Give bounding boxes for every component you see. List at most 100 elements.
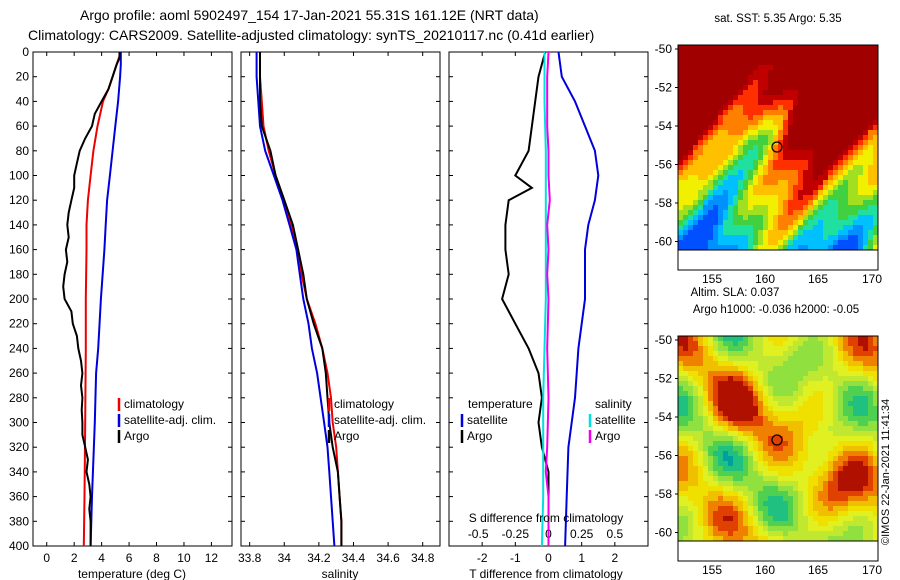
map-cell — [688, 210, 693, 215]
map-cell — [698, 100, 703, 105]
map-cell — [703, 85, 708, 90]
map-cell — [743, 220, 748, 225]
map-cell — [813, 115, 818, 120]
map-cell — [793, 170, 798, 175]
map-cell — [793, 491, 798, 496]
map-cell — [743, 85, 748, 90]
map-cell — [873, 60, 878, 65]
map-cell — [698, 125, 703, 130]
y-tick-label: 20 — [16, 70, 30, 84]
map-cell — [753, 185, 758, 190]
map-cell — [873, 190, 878, 195]
map-cell — [693, 466, 698, 471]
map-cell — [753, 55, 758, 60]
map-cell — [758, 50, 763, 55]
x-tick-label: -1 — [510, 551, 521, 565]
map-cell — [728, 165, 733, 170]
map-cell — [858, 85, 863, 90]
map-cell — [683, 516, 688, 521]
map-cell — [843, 135, 848, 140]
map-cell — [718, 135, 723, 140]
map-cell — [803, 130, 808, 135]
map-cell — [728, 85, 733, 90]
map-cell — [788, 165, 793, 170]
map-cell — [683, 165, 688, 170]
map-cell — [748, 145, 753, 150]
map-cell — [698, 396, 703, 401]
map-cell — [713, 65, 718, 70]
map-cell — [703, 165, 708, 170]
map-cell — [808, 506, 813, 511]
map-cell — [778, 140, 783, 145]
map-cell — [838, 536, 843, 541]
map-cell — [778, 371, 783, 376]
map-cell — [803, 376, 808, 381]
map-cell — [768, 416, 773, 421]
map-cell — [768, 60, 773, 65]
map-cell — [758, 441, 763, 446]
map-cell — [693, 346, 698, 351]
map-cell — [748, 245, 753, 250]
map-cell — [773, 406, 778, 411]
map-cell — [868, 110, 873, 115]
map-cell — [803, 65, 808, 70]
map-cell — [763, 195, 768, 200]
map-cell — [873, 406, 878, 411]
map-cell — [823, 95, 828, 100]
map-cell — [698, 190, 703, 195]
map-cell — [873, 45, 878, 50]
map-cell — [803, 346, 808, 351]
map-cell — [863, 386, 868, 391]
map-cell — [678, 451, 683, 456]
map-cell — [848, 185, 853, 190]
map-cell — [848, 536, 853, 541]
map-cell — [863, 190, 868, 195]
map-cell — [693, 185, 698, 190]
map-cell — [723, 356, 728, 361]
map-cell — [678, 416, 683, 421]
map-cell — [713, 90, 718, 95]
map-cell — [743, 396, 748, 401]
map-cell — [808, 100, 813, 105]
map-cell — [708, 110, 713, 115]
map-cell — [833, 155, 838, 160]
map-cell — [748, 526, 753, 531]
map-cell — [808, 45, 813, 50]
map-cell — [763, 70, 768, 75]
map-cell — [733, 356, 738, 361]
map-cell — [733, 501, 738, 506]
map-cell — [743, 416, 748, 421]
map-cell — [703, 55, 708, 60]
map-cell — [823, 486, 828, 491]
map-cell — [683, 441, 688, 446]
map-cell — [793, 506, 798, 511]
map-cell — [783, 426, 788, 431]
map-cell — [823, 160, 828, 165]
map-cell — [818, 90, 823, 95]
map-cell — [838, 381, 843, 386]
map-cell — [818, 431, 823, 436]
map-cell — [838, 95, 843, 100]
map-cell — [788, 491, 793, 496]
map-cell — [738, 511, 743, 516]
map-cell — [728, 451, 733, 456]
map-cell — [813, 55, 818, 60]
map-cell — [828, 155, 833, 160]
map-cell — [868, 115, 873, 120]
map-cell — [698, 536, 703, 541]
map-cell — [698, 160, 703, 165]
map-cell — [798, 235, 803, 240]
map-cell — [788, 170, 793, 175]
map-cell — [823, 200, 828, 205]
map-cell — [808, 361, 813, 366]
map-cell — [758, 356, 763, 361]
map-cell — [853, 366, 858, 371]
map-cell — [778, 521, 783, 526]
map-cell — [848, 336, 853, 341]
map-cell — [793, 336, 798, 341]
map-cell — [753, 476, 758, 481]
map-cell — [688, 200, 693, 205]
map-cell — [693, 205, 698, 210]
map-cell — [843, 436, 848, 441]
map-cell — [858, 140, 863, 145]
